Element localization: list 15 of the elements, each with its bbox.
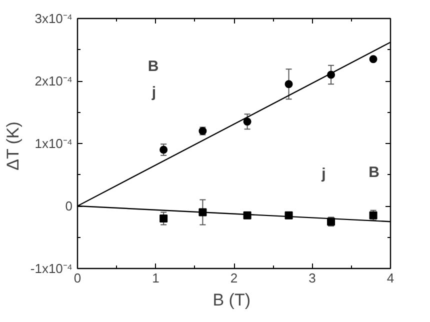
- y-tick-label: 1x10⁻⁴: [34, 136, 73, 151]
- annotation: j: [150, 84, 156, 101]
- y-axis-title: ΔT (K): [3, 122, 22, 170]
- y-tick-label: 0: [65, 198, 73, 214]
- y-tick-label: 2x10⁻⁴: [34, 74, 73, 88]
- x-tick-label: 2: [230, 270, 238, 286]
- x-tick-label: 3: [308, 270, 316, 286]
- x-tick-label: 1: [152, 270, 160, 286]
- x-axis-title: B (T): [212, 290, 251, 310]
- annotation: B: [148, 58, 159, 75]
- annotation: B: [368, 164, 380, 181]
- x-tick-label: 4: [386, 270, 394, 286]
- y-tick-label: -1x10⁻⁴: [30, 261, 73, 276]
- y-tick-label: 3x10⁻⁴: [34, 11, 73, 26]
- annotation: j: [320, 165, 326, 182]
